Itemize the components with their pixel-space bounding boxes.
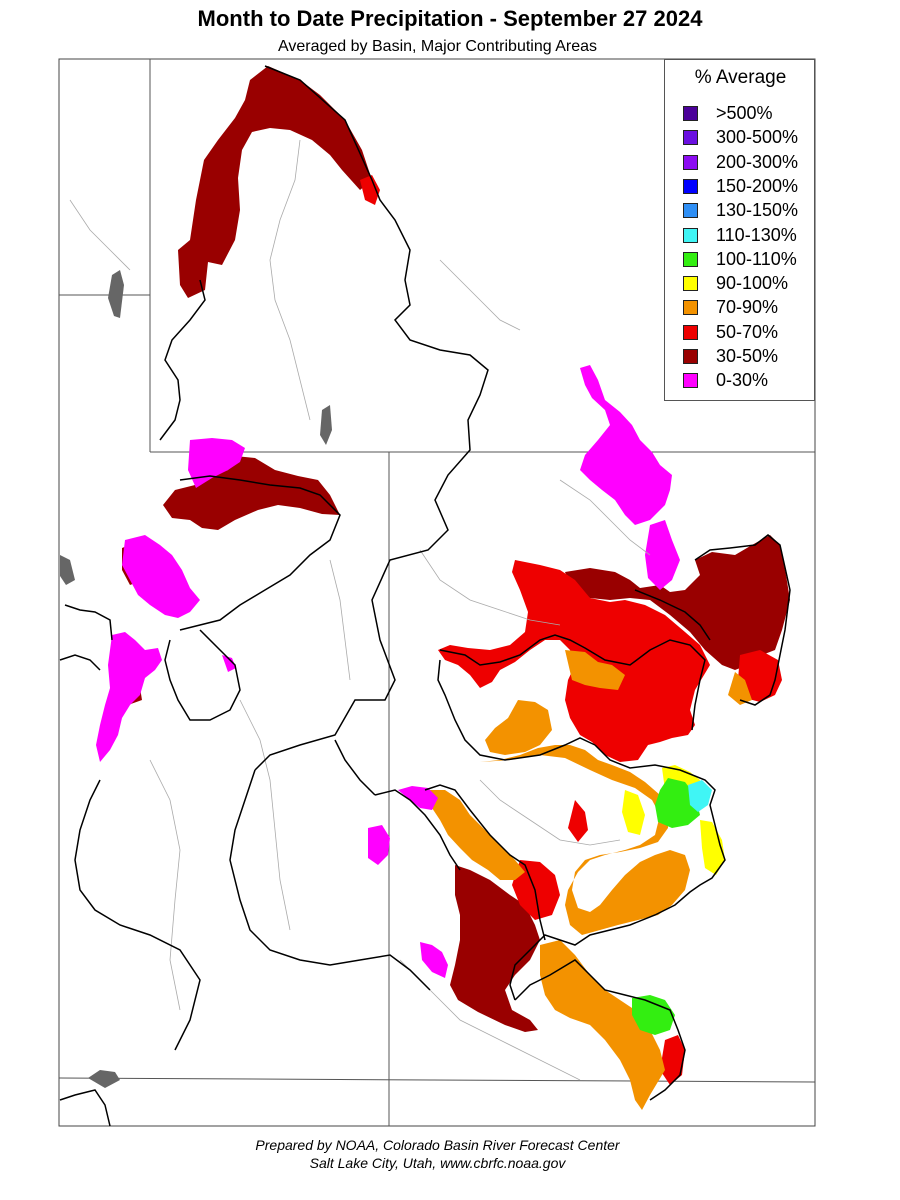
- basin-boundaries: [59, 65, 791, 1127]
- legend-label: 150-200%: [716, 175, 799, 196]
- legend-label: 300-500%: [716, 127, 799, 148]
- legend-item: 100-110%: [683, 248, 813, 270]
- legend-label: 100-110%: [716, 248, 797, 269]
- legend-item: 130-150%: [683, 199, 813, 221]
- legend-box: % Average >500% 300-500% 200-300% 150-200% 1…: [664, 59, 815, 401]
- legend-swatch: [683, 227, 698, 243]
- legend-item: 200-300%: [683, 151, 813, 173]
- map-title: Month to Date Precipitation - September …: [197, 6, 703, 31]
- legend-label: 110-130%: [716, 224, 797, 245]
- legend-item: 90-100%: [683, 272, 813, 294]
- precip-fill-70-90: [428, 650, 752, 1110]
- legend-swatch: [683, 349, 698, 364]
- legend-item: 0-30%: [683, 369, 813, 391]
- legend-item: 70-90%: [683, 296, 813, 318]
- legend-swatch: [683, 251, 698, 267]
- footer-line-1: Prepared by NOAA, Colorado Basin River F…: [255, 1137, 620, 1153]
- legend-label: 130-150%: [716, 200, 799, 221]
- legend-label: 200-300%: [716, 151, 799, 172]
- legend-label: 0-30%: [716, 370, 769, 391]
- precip-fill-110-130: [688, 780, 712, 812]
- legend-item: 110-130%: [683, 224, 813, 246]
- legend-label: 70-90%: [716, 297, 779, 318]
- legend-swatch: [683, 373, 698, 389]
- state-boundaries: [58, 59, 816, 1126]
- legend-swatch: [683, 324, 698, 340]
- map-subtitle: Averaged by Basin, Major Contributing Ar…: [278, 38, 597, 55]
- lakes: [60, 270, 332, 1088]
- legend-label: 30-50%: [716, 346, 779, 366]
- precip-fill-0-30: [96, 365, 680, 978]
- legend-item: 150-200%: [683, 175, 813, 197]
- footer-credits: Prepared by NOAA, Colorado Basin River F…: [0, 1136, 875, 1172]
- legend-swatch: [683, 178, 698, 194]
- legend-item: 50-70%: [683, 321, 813, 343]
- legend-swatch: [683, 276, 698, 292]
- legend-item: 300-500%: [683, 126, 813, 148]
- legend-swatch: [683, 203, 698, 219]
- legend-title: % Average: [694, 67, 787, 88]
- legend-swatch: [683, 300, 698, 316]
- footer-line-2: Salt Lake City, Utah, www.cbrfc.noaa.gov: [309, 1155, 566, 1171]
- legend-label: 90-100%: [716, 273, 789, 294]
- river-network: [69, 139, 651, 1081]
- legend-item: >500%: [683, 102, 813, 124]
- legend-swatch: [683, 154, 698, 170]
- legend-item: 30-50%: [683, 345, 813, 367]
- legend-label: >500%: [716, 103, 773, 123]
- legend-swatch: [683, 106, 698, 121]
- legend-label: 50-70%: [716, 321, 779, 342]
- legend-swatch: [683, 130, 698, 146]
